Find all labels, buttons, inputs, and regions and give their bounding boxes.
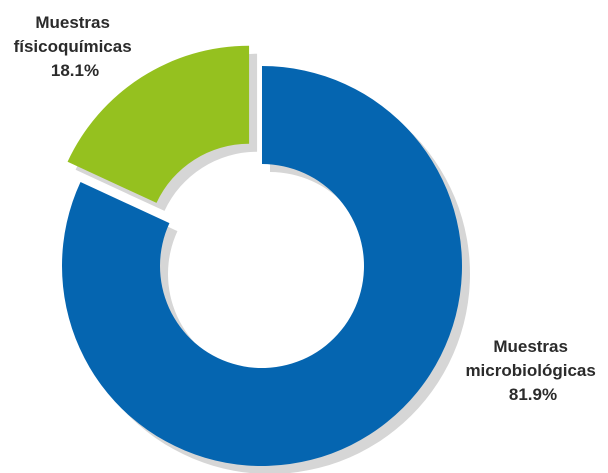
slice-microbiologicas — [62, 66, 463, 466]
slices — [62, 45, 463, 466]
label-fisicoquimicas-line-2: físicoquímicas — [14, 37, 132, 56]
label-microbiologicas: Muestras microbiológicas 81.9% — [465, 337, 600, 404]
label-fisicoquimicas-value: 18.1% — [51, 61, 99, 80]
label-microbiologicas-value: 81.9% — [509, 385, 557, 404]
label-microbiologicas-line-1: Muestras — [493, 337, 568, 356]
slice-fisicoquimicas — [67, 45, 250, 203]
label-microbiologicas-line-2: microbiológicas — [465, 361, 595, 380]
label-fisicoquimicas-line-1: Muestras — [35, 13, 110, 32]
label-fisicoquimicas: Muestras físicoquímicas 18.1% — [14, 13, 137, 80]
